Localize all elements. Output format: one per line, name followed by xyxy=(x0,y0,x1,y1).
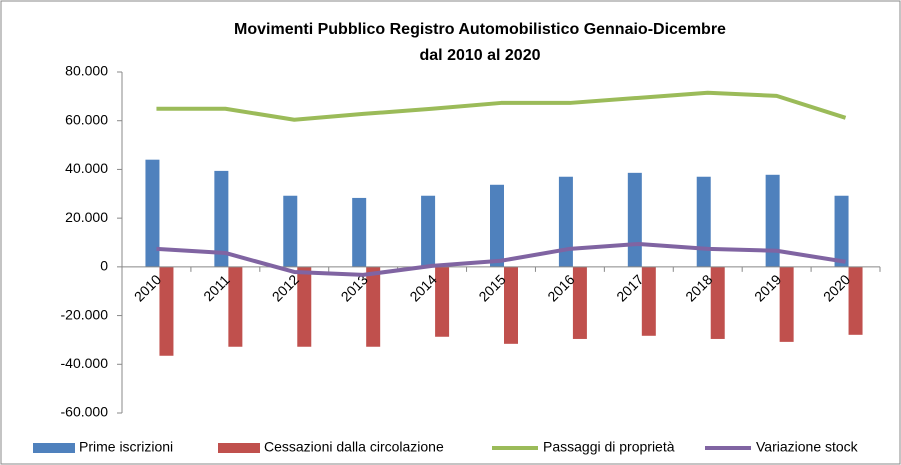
legend-label: Prime iscrizioni xyxy=(79,439,173,455)
bar xyxy=(641,266,656,336)
legend-swatch xyxy=(33,443,75,453)
bar xyxy=(572,266,587,339)
bar xyxy=(710,266,725,339)
bar xyxy=(352,197,367,267)
bar xyxy=(490,184,504,267)
y-tick-label: 20.000 xyxy=(65,209,108,225)
bar xyxy=(435,266,450,337)
legend-swatch xyxy=(218,443,260,453)
bar xyxy=(145,159,160,267)
bar xyxy=(558,176,573,267)
bar xyxy=(779,266,794,342)
legend-label: Variazione stock xyxy=(756,439,859,455)
bar xyxy=(504,266,518,344)
bar xyxy=(283,195,298,267)
bar xyxy=(627,172,642,267)
y-tick-label: -60.000 xyxy=(61,404,109,420)
y-tick-label: 40.000 xyxy=(65,160,108,176)
legend-label: Passaggi di proprietà xyxy=(543,439,675,455)
y-tick-label: -20.000 xyxy=(61,306,109,322)
bar xyxy=(214,170,229,267)
line xyxy=(156,90,847,122)
bar xyxy=(366,266,381,347)
y-tick-label: 0 xyxy=(100,258,108,274)
bar xyxy=(228,266,243,347)
chart-title: dal 2010 al 2020 xyxy=(420,47,541,64)
bar xyxy=(297,266,312,347)
chart-title: Movimenti Pubblico Registro Automobilist… xyxy=(234,21,726,38)
line xyxy=(156,241,846,277)
bar xyxy=(159,266,174,356)
bar xyxy=(848,266,863,335)
y-tick-label: 80.000 xyxy=(65,63,108,79)
bar xyxy=(834,195,849,267)
y-tick-label: 60.000 xyxy=(65,111,108,127)
bar xyxy=(765,174,780,267)
bar xyxy=(696,176,711,267)
legend-label: Cessazioni dalla circolazione xyxy=(264,439,444,455)
y-tick-label: -40.000 xyxy=(61,355,109,371)
bar xyxy=(421,195,436,267)
